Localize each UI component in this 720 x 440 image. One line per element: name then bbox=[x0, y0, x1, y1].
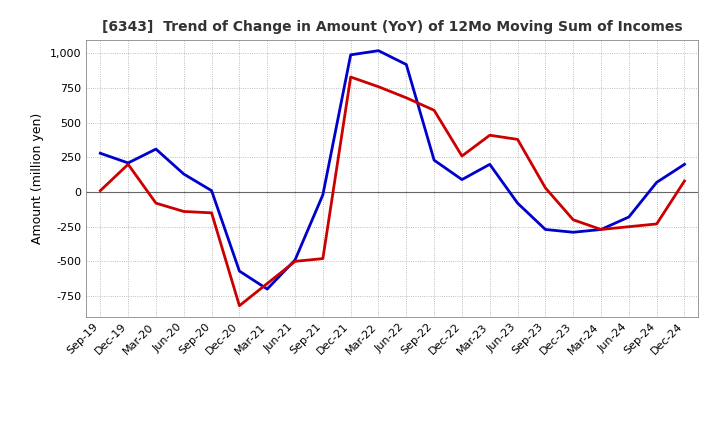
Ordinary Income bbox=[235, 268, 243, 274]
Ordinary Income bbox=[458, 177, 467, 182]
Net Income bbox=[318, 256, 327, 261]
Ordinary Income bbox=[346, 52, 355, 58]
Net Income bbox=[430, 108, 438, 113]
Net Income bbox=[485, 132, 494, 138]
Net Income bbox=[680, 178, 689, 183]
Ordinary Income bbox=[624, 214, 633, 220]
Ordinary Income bbox=[541, 227, 550, 232]
Net Income bbox=[235, 303, 243, 308]
Net Income bbox=[346, 74, 355, 80]
Ordinary Income bbox=[597, 227, 606, 232]
Ordinary Income bbox=[291, 257, 300, 263]
Ordinary Income bbox=[152, 147, 161, 152]
Ordinary Income bbox=[569, 230, 577, 235]
Net Income bbox=[96, 188, 104, 193]
Ordinary Income bbox=[485, 161, 494, 167]
Ordinary Income bbox=[652, 180, 661, 185]
Net Income bbox=[597, 227, 606, 232]
Net Income bbox=[458, 154, 467, 159]
Line: Ordinary Income: Ordinary Income bbox=[100, 51, 685, 289]
Net Income bbox=[402, 95, 410, 100]
Net Income bbox=[374, 84, 383, 89]
Net Income bbox=[179, 209, 188, 214]
Net Income bbox=[652, 221, 661, 227]
Ordinary Income bbox=[374, 48, 383, 53]
Ordinary Income bbox=[513, 201, 522, 206]
Net Income bbox=[569, 217, 577, 222]
Net Income bbox=[152, 201, 161, 206]
Ordinary Income bbox=[207, 188, 216, 193]
Ordinary Income bbox=[96, 150, 104, 156]
Ordinary Income bbox=[263, 286, 271, 292]
Ordinary Income bbox=[124, 160, 132, 165]
Net Income bbox=[624, 224, 633, 229]
Y-axis label: Amount (million yen): Amount (million yen) bbox=[32, 113, 45, 244]
Ordinary Income bbox=[318, 192, 327, 198]
Ordinary Income bbox=[402, 62, 410, 67]
Net Income bbox=[207, 210, 216, 216]
Net Income bbox=[263, 281, 271, 286]
Title: [6343]  Trend of Change in Amount (YoY) of 12Mo Moving Sum of Incomes: [6343] Trend of Change in Amount (YoY) o… bbox=[102, 20, 683, 34]
Line: Net Income: Net Income bbox=[100, 77, 685, 306]
Ordinary Income bbox=[179, 172, 188, 177]
Ordinary Income bbox=[680, 161, 689, 167]
Net Income bbox=[291, 259, 300, 264]
Ordinary Income bbox=[430, 158, 438, 163]
Net Income bbox=[124, 161, 132, 167]
Net Income bbox=[541, 185, 550, 191]
Net Income bbox=[513, 137, 522, 142]
